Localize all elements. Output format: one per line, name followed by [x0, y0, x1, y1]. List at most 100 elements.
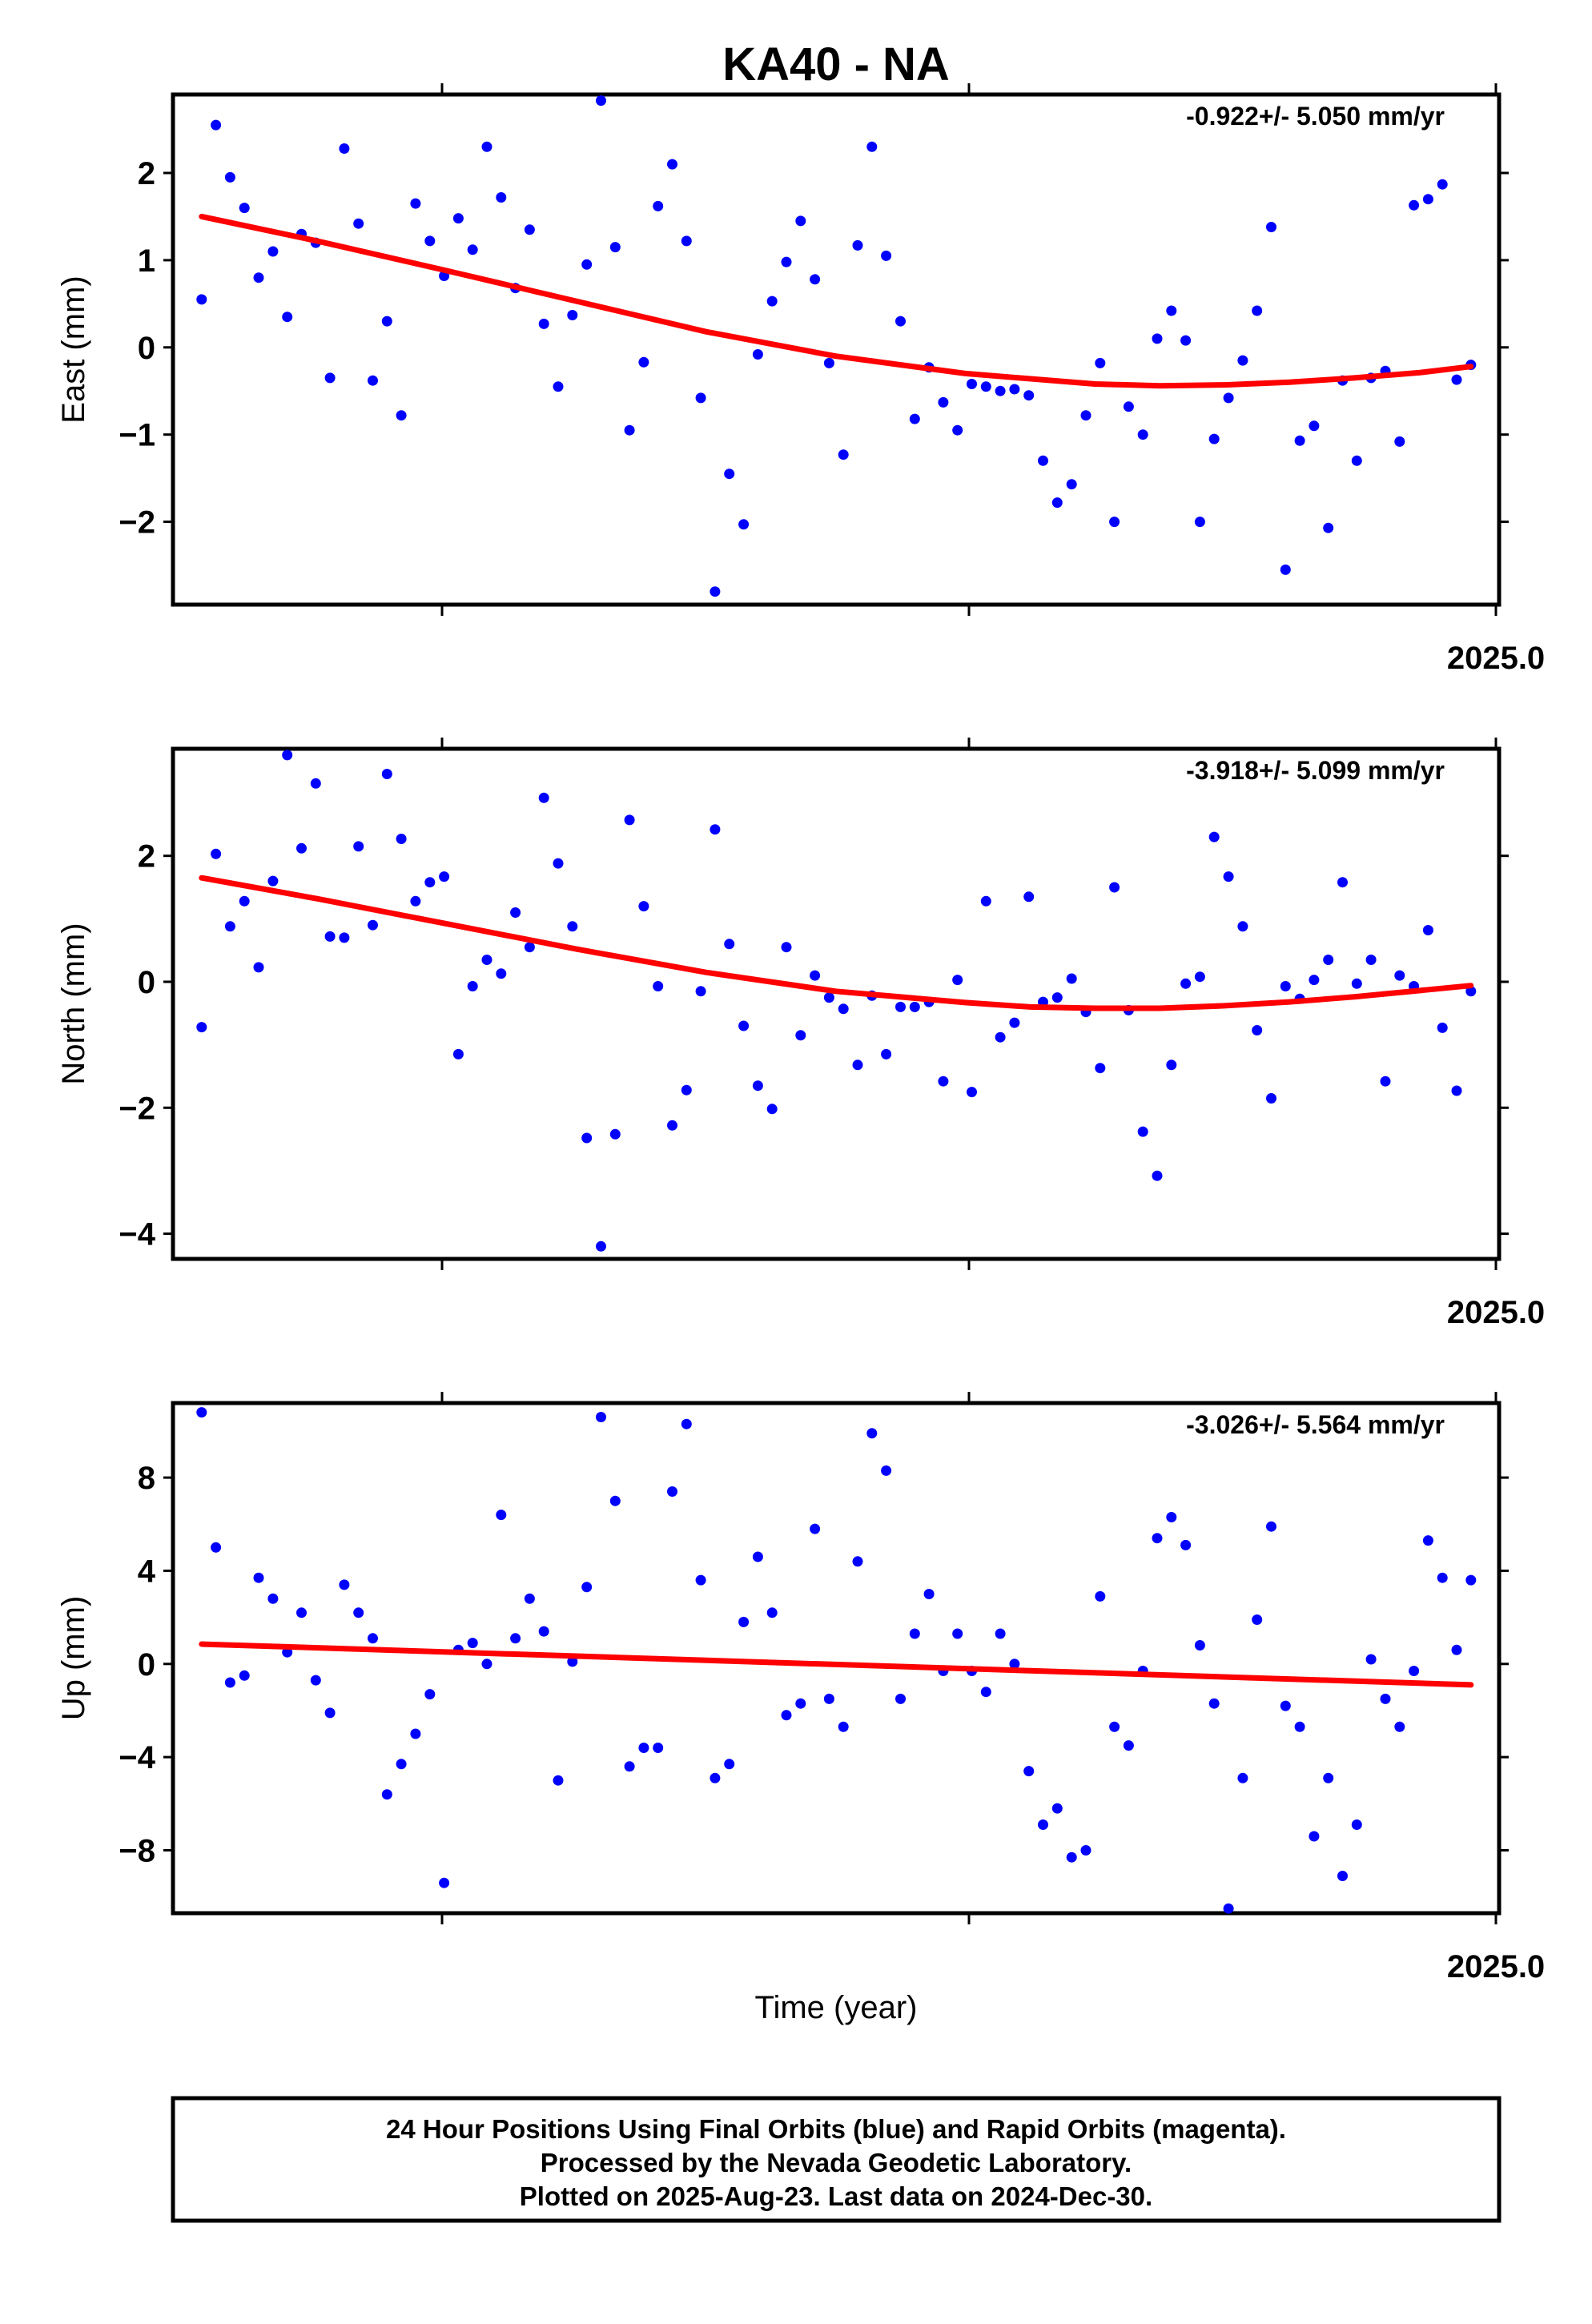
- panels: 2 1 0 −1 −2 2025.0 East (mm) -0.922+/- 5.050 mm…: [56, 83, 1545, 1984]
- east-panel-data-point: [724, 468, 735, 480]
- up-panel-data-point: [510, 1633, 521, 1644]
- east-panel-data-point: [1309, 420, 1320, 432]
- north-panel-data-point: [881, 1048, 892, 1059]
- north-panel-data-point: [1109, 882, 1120, 893]
- up-panel-data-point: [1123, 1740, 1134, 1751]
- east-panel-data-point: [1237, 355, 1248, 366]
- footer-line-3: Plotted on 2025-Aug-23. Last data on 202…: [520, 2181, 1152, 2211]
- east-panel: 2 1 0 −1 −2 2025.0 East (mm) -0.922+/- 5.050 mm…: [56, 83, 1545, 676]
- east-panel-data-point: [1152, 333, 1163, 344]
- up-panel-data-point: [1023, 1766, 1035, 1777]
- up-panel-data-point: [724, 1759, 735, 1770]
- east-panel-data-point: [795, 215, 806, 227]
- north-panel-data-point: [196, 1022, 207, 1033]
- east-panel-data-point: [810, 274, 821, 285]
- up-panel-data-point: [1051, 1803, 1063, 1814]
- up-panel-data-point: [239, 1670, 250, 1681]
- north-panel-data-point: [1465, 986, 1477, 997]
- east-panel-data-point: [1066, 479, 1077, 490]
- east-panel-data-point: [1266, 222, 1276, 232]
- east-panel-data-point: [1294, 435, 1305, 446]
- east-panel-data-point: [852, 239, 863, 251]
- up-panel-data-point: [1294, 1721, 1305, 1732]
- north-panel-data-point: [710, 824, 721, 835]
- east-panel-data-point: [1451, 374, 1462, 385]
- east-panel-data-point: [766, 296, 778, 307]
- east-panel-data-point: [467, 244, 478, 255]
- up-panel-ytick-label: 4: [138, 1554, 156, 1589]
- footer-box: [171, 2096, 1502, 2223]
- north-panel-data-point: [296, 842, 307, 854]
- up-panel-data-point: [1437, 1572, 1448, 1583]
- north-panel: 2 0 −2 −4 2025.0 North (mm) -3.918+/- 5.099 mm…: [56, 738, 1545, 1330]
- north-panel-data-point: [1152, 1170, 1163, 1181]
- up-panel-points: [196, 1407, 1477, 1914]
- up-panel-data-point: [667, 1486, 677, 1497]
- up-panel-data-point: [852, 1556, 863, 1567]
- north-panel-data-point: [1394, 970, 1405, 981]
- north-panel-data-point: [781, 942, 792, 953]
- up-panel-data-point: [1237, 1772, 1248, 1783]
- east-panel-data-point: [752, 349, 763, 360]
- up-panel-data-point: [1380, 1693, 1391, 1704]
- north-panel-data-point: [1095, 1063, 1106, 1074]
- east-panel-data-point: [909, 413, 920, 424]
- east-panel-ytick-label: 0: [138, 331, 155, 366]
- up-panel-data-point: [524, 1593, 535, 1604]
- north-panel-data-point: [980, 895, 991, 907]
- east-panel-xtick-label: 2025.0: [1447, 641, 1545, 676]
- north-panel-rate-label: -3.918+/- 5.099 mm/yr: [1186, 756, 1445, 785]
- north-panel-data-point: [510, 907, 521, 918]
- north-panel-ytick-label: 0: [138, 965, 155, 1000]
- north-panel-data-point: [724, 939, 735, 950]
- up-panel-ytick-label: 8: [138, 1461, 155, 1496]
- east-panel-rate-label: -0.922+/- 5.050 mm/yr: [1186, 102, 1445, 131]
- up-panel-data-point: [396, 1759, 407, 1770]
- north-panel-data-point: [1023, 891, 1035, 903]
- north-panel-data-point: [624, 814, 635, 826]
- north-panel-data-point: [439, 871, 450, 883]
- north-panel-data-point: [339, 932, 350, 943]
- north-panel-data-point: [1422, 925, 1433, 935]
- east-panel-data-point: [1109, 517, 1120, 528]
- up-panel-data-point: [224, 1677, 235, 1688]
- east-panel-data-point: [1280, 564, 1291, 575]
- up-panel-data-point: [653, 1743, 664, 1753]
- north-panel-data-point: [496, 968, 507, 979]
- up-panel-data-point: [923, 1589, 935, 1599]
- north-panel-data-point: [1351, 978, 1362, 989]
- up-panel-data-point: [995, 1628, 1006, 1639]
- north-panel-data-point: [938, 1076, 949, 1087]
- up-panel-data-point: [1109, 1721, 1120, 1732]
- east-panel-data-point: [1409, 199, 1420, 211]
- up-panel-data-point: [296, 1607, 307, 1618]
- east-panel-data-point: [253, 272, 264, 283]
- up-panel-data-point: [410, 1728, 421, 1739]
- north-panel-data-point: [368, 919, 378, 931]
- up-panel-data-point: [952, 1628, 963, 1639]
- east-panel-data-point: [781, 256, 792, 267]
- east-panel-data-point: [952, 424, 963, 436]
- north-panel-data-point: [895, 1001, 906, 1012]
- up-panel-data-point: [881, 1465, 892, 1476]
- north-panel-data-point: [1323, 955, 1334, 965]
- up-panel-data-point: [553, 1775, 564, 1786]
- chart-title: KA40 - NA: [722, 38, 950, 90]
- up-panel-data-point: [1465, 1574, 1477, 1586]
- up-panel-data-point: [1266, 1521, 1276, 1532]
- north-panel-data-point: [609, 1128, 621, 1140]
- up-panel-data-point: [752, 1551, 763, 1562]
- up-panel-data-point: [353, 1607, 364, 1618]
- up-panel-data-point: [1323, 1772, 1334, 1783]
- north-panel-data-point: [538, 792, 549, 803]
- up-panel-data-point: [624, 1761, 635, 1772]
- north-panel-data-point: [452, 1048, 464, 1059]
- east-panel-data-point: [1422, 194, 1433, 205]
- east-panel-data-point: [1095, 357, 1106, 368]
- up-panel-data-point: [609, 1495, 621, 1506]
- up-panel-data-point: [1223, 1903, 1234, 1914]
- north-panel-data-point: [653, 981, 664, 991]
- up-panel-data-point: [1095, 1590, 1106, 1602]
- up-panel-data-point: [823, 1693, 834, 1704]
- north-panel-data-point: [267, 875, 279, 887]
